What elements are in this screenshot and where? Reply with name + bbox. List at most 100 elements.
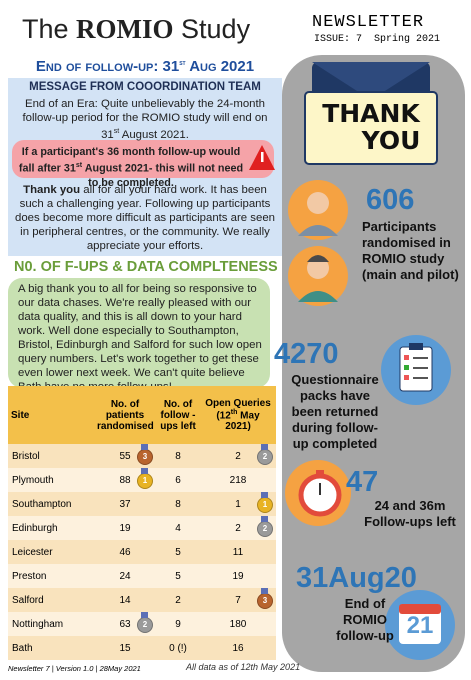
heading-part: Aug 2021 [185,58,255,75]
avatar-body [298,291,338,302]
text-sup: th [230,408,238,416]
text-bold: Thank you [23,184,81,196]
table-header: Site No. of patients randomised No. of f… [8,386,276,444]
stat-number: 47 [346,466,379,498]
table-cell: 11 [200,540,276,564]
stat-number: 606 [366,184,415,216]
cell-value: 55 [119,450,131,462]
text-sup: st [75,162,83,169]
table-row: Plymouth 88 1 6 218 [8,468,276,492]
table-cell: Nottingham [8,612,94,636]
medal: 1 [257,492,273,513]
completeness-text: A big thank you to all for being so resp… [18,283,262,393]
header-cell: No. of follow -ups left [156,386,200,444]
clipboard-lines [413,357,428,379]
stat-number: 31Aug20 [296,562,417,594]
medal: 2 [257,444,273,465]
heading-part: End of follow-up: 31 [35,58,180,75]
section-heading: N0. OF F-UPS & DATA COMPLTENESS [14,259,278,275]
table-cell: Edinburgh [8,516,94,540]
cell-value: 63 [119,618,131,630]
medal: 1 [137,468,153,489]
title-brand: ROMIO [76,14,174,44]
table-body: Bristol 55 3 8 2 2 Plymouth 88 1 6 218 Southampton 3… [8,444,276,660]
table-cell: 5 [156,564,200,588]
table-cell: 63 2 [94,612,156,636]
table-cell: 55 3 [94,444,156,468]
stat-text: End of ROMIO follow-up [336,596,394,643]
thank-you-card [304,91,438,165]
avatar-face [307,192,329,214]
text-sup: st [113,128,120,135]
cell-value: 2 [235,450,241,462]
header-cell: No. of patients randomised [94,386,156,444]
table-cell: 8 [156,444,200,468]
table-row: Edinburgh 19 4 2 2 [8,516,276,540]
table-cell: 4 [156,516,200,540]
table-cell: 19 [200,564,276,588]
section-heading: End of follow-up: 31st Aug 2021 [8,58,282,75]
header-cell: Site [8,386,94,444]
text-part: End of an Era: Quite unbelievably the 24… [22,98,268,141]
title: The ROMIO Study [22,14,250,45]
warning-text: If a participant's 36 month follow-up wo… [16,145,246,190]
table-cell: 16 [200,636,276,660]
table-cell: Salford [8,588,94,612]
calendar-top [399,604,441,614]
title-part: The [22,14,77,44]
table-cell: 8 [156,492,200,516]
table-cell: 88 1 [94,468,156,492]
text-part: If a participant's 36 month follow-up wo… [18,146,241,175]
completeness-box [8,278,270,388]
clipboard-clip [409,343,423,350]
stat-text: 24 and 36m Follow-ups left [355,498,465,530]
thanks-text: Thank you all for all your hard work. It… [14,183,276,253]
text-part: August 2021- this will not need to be co… [82,162,244,189]
table-cell: 14 [94,588,156,612]
cell-value: 88 [119,474,131,486]
table-row: Leicester 46 5 11 [8,540,276,564]
warning-icon-mark [261,152,264,162]
thank-you-word: YOU [361,126,421,155]
medal: 2 [137,612,153,633]
table-cell: 24 [94,564,156,588]
envelope-flap [312,62,430,100]
stat-text: Questionnaire packs have been returned d… [291,372,379,451]
table-row: Southampton 37 8 1 1 [8,492,276,516]
table-cell: 6 [156,468,200,492]
clipboard-ticks [404,355,409,380]
avatar-hair [307,255,329,262]
calendar-day: 21 [406,612,434,639]
table-cell: Plymouth [8,468,94,492]
issue-label: ISSUE: 7 Spring 2021 [314,34,441,45]
table-row: Salford 14 2 7 3 [8,588,276,612]
stat-number: 4270 [274,338,339,370]
table-cell: 2 [156,588,200,612]
stat-line: 24 and 36m [374,498,446,513]
medal: 3 [137,444,153,465]
footer-version: Newsletter 7 | Version 1.0 | 28May 2021 [8,664,141,673]
text-part: May 2021) [225,410,260,433]
stat-line: Follow-ups left [364,514,456,529]
warning-box [12,140,274,178]
table-cell: Leicester [8,540,94,564]
data-table: Site No. of patients randomised No. of f… [8,386,276,660]
thank-you-word: THANK [322,99,420,128]
table-cell: 0 (!) [156,636,200,660]
cell-value: 1 [235,498,241,510]
text-part: all for all your hard work. It has been … [14,184,275,252]
newsletter-label: NEWSLETTER [312,13,425,32]
title-part: Study [173,14,251,44]
text-part: August 2021. [119,128,189,141]
heading-sup: st [179,60,186,67]
stopwatch-button [316,470,324,476]
table-row: Bristol 55 3 8 2 2 [8,444,276,468]
table-cell: Bristol [8,444,94,468]
table-row: Nottingham 63 2 9 180 [8,612,276,636]
